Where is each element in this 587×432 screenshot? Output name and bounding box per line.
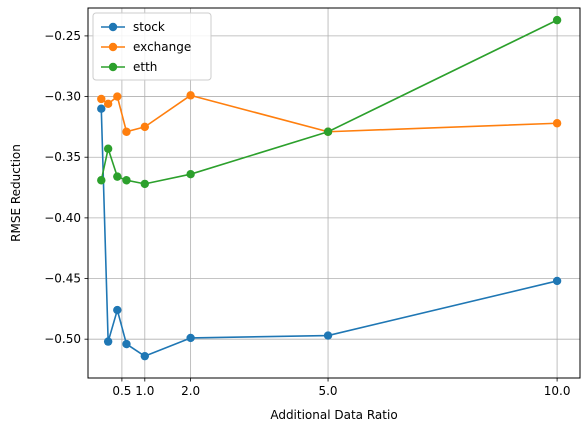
legend-label: stock <box>133 20 165 34</box>
data-point-etth <box>122 176 131 185</box>
data-point-exchange <box>122 127 131 136</box>
series-line-stock <box>100 108 558 357</box>
legend-label: exchange <box>133 40 191 54</box>
data-point-exchange <box>103 99 113 109</box>
legend: stock exchange etth <box>92 12 212 81</box>
y-tick-label: −0.30 <box>44 90 81 104</box>
data-point-stock <box>323 331 333 340</box>
series-etth <box>97 15 562 189</box>
legend-swatch-marker <box>108 42 118 52</box>
legend-label: etth <box>133 60 157 74</box>
legend-swatch-marker <box>108 22 118 32</box>
series-stock <box>97 104 562 361</box>
data-point-stock <box>113 305 122 315</box>
y-tick-label: −0.35 <box>44 150 81 164</box>
y-tick-label: −0.40 <box>44 211 81 225</box>
x-tick-label: 1.0 <box>135 384 154 398</box>
data-point-etth <box>186 169 195 179</box>
legend-item-stock: stock <box>101 20 165 34</box>
x-tick-label: 10.0 <box>544 384 571 398</box>
data-point-exchange <box>97 94 106 104</box>
legend-item-etth: etth <box>101 60 157 74</box>
data-point-etth <box>140 179 150 189</box>
legend-item-exchange: exchange <box>101 40 191 54</box>
data-point-etth <box>323 127 333 136</box>
data-point-stock <box>140 351 150 361</box>
data-point-etth <box>103 144 113 153</box>
data-point-etth <box>552 15 562 25</box>
data-point-etth <box>113 172 122 181</box>
y-tick-label: −0.50 <box>44 332 81 346</box>
y-axis-label: RMSE Reduction <box>9 144 23 242</box>
data-point-exchange <box>140 122 150 132</box>
series-layer <box>97 15 562 361</box>
y-axis: −0.50 −0.45 −0.40 −0.35 −0.30 −0.25 <box>44 29 88 346</box>
y-tick-label: −0.25 <box>44 29 81 43</box>
legend-swatch-marker <box>108 62 118 72</box>
data-point-stock <box>97 104 106 113</box>
data-point-exchange <box>552 119 562 128</box>
plot-frame <box>87 7 581 379</box>
data-point-stock <box>122 339 131 349</box>
series-line-etth <box>100 19 558 185</box>
x-tick-label: 2.0 <box>181 384 200 398</box>
x-axis: 0.5 1.0 2.0 5.0 10.0 <box>112 378 570 398</box>
data-point-stock <box>552 276 562 286</box>
legend-box <box>92 12 212 81</box>
data-point-stock <box>186 333 195 343</box>
y-tick-label: −0.45 <box>44 272 81 286</box>
x-axis-label: Additional Data Ratio <box>270 408 397 422</box>
data-point-stock <box>103 337 113 346</box>
x-tick-label: 0.5 <box>112 384 131 398</box>
x-tick-label: 5.0 <box>318 384 337 398</box>
data-point-etth <box>97 176 106 185</box>
data-point-exchange <box>186 91 195 100</box>
data-point-exchange <box>113 92 122 101</box>
